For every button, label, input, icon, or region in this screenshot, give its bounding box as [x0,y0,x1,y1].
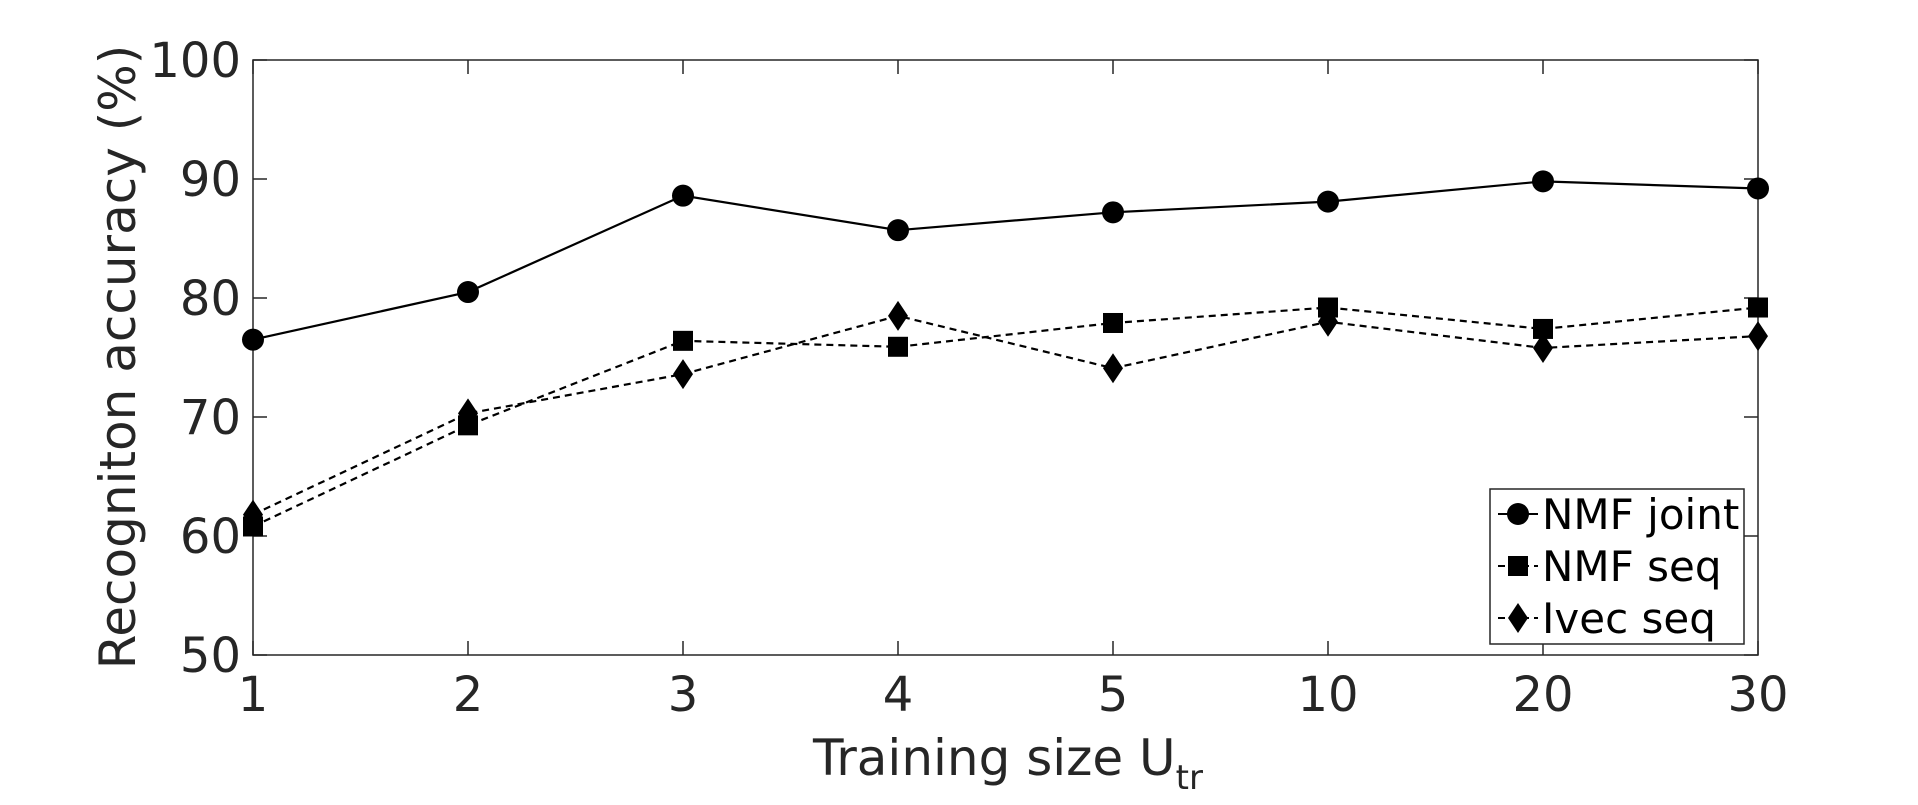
data-point-ivec-seq [458,398,478,429]
legend-label: Ivec seq [1542,594,1716,643]
data-point-ivec-seq [1318,306,1338,337]
data-point-nmf-seq [888,336,908,357]
data-point-ivec-seq [1748,321,1768,352]
data-point-nmf-seq [1748,297,1768,318]
legend-marker-diamond [1508,603,1528,633]
legend-label: NMF joint [1542,490,1739,539]
data-point-nmf-joint [887,219,909,242]
series-line-nmf-joint [252,180,1759,341]
legend-marker-circle [1507,503,1529,525]
y-tick-label: 60 [180,509,241,565]
x-tick-label: 5 [1098,667,1129,723]
x-tick-label: 20 [1512,667,1573,723]
x-tick-label: 4 [883,667,914,723]
series-line-ivec-seq [252,314,1759,516]
axis-ticks: 1 2 3 4 5 10 20 30 50 60 70 80 90 100 [149,33,1788,723]
legend-marker-square [1508,556,1528,576]
data-point-nmf-joint [1532,170,1554,193]
data-point-ivec-seq [673,359,693,390]
series-nmf-joint [242,170,1769,351]
legend-item-nmf-seq: NMF seq [1498,542,1722,591]
data-point-nmf-joint [242,328,264,351]
data-point-nmf-joint [1317,190,1339,213]
data-point-nmf-seq [673,330,693,351]
y-tick-label: 50 [180,628,241,684]
y-tick-label: 70 [180,390,241,446]
data-point-nmf-joint [672,184,694,207]
data-point-nmf-seq [1103,312,1123,333]
data-point-nmf-seq [1533,318,1553,339]
data-point-ivec-seq [243,499,263,530]
y-tick-label: 100 [149,33,241,89]
data-point-nmf-joint [1747,177,1769,200]
legend-item-nmf-joint: NMF joint [1498,490,1739,539]
x-tick-label: 3 [668,667,699,723]
x-axis-label: Training size Utr [812,729,1203,798]
data-point-ivec-seq [888,300,908,331]
x-tick-label: 30 [1727,667,1788,723]
data-point-ivec-seq [1533,332,1553,363]
legend-label: NMF seq [1542,542,1722,591]
data-point-ivec-seq [1103,353,1123,384]
series-ivec-seq [243,300,1768,530]
y-tick-label: 80 [180,271,241,327]
series-layer [242,170,1769,537]
x-tick-label: 10 [1297,667,1358,723]
x-axis-label-subscript: tr [1176,758,1203,798]
legend-item-ivec-seq: Ivec seq [1498,594,1716,643]
data-point-nmf-joint [1102,201,1124,224]
data-point-nmf-joint [457,281,479,304]
y-tick-label: 90 [180,152,241,208]
x-tick-label: 2 [453,667,484,723]
x-tick-label: 1 [238,667,269,723]
series-line-nmf-seq [252,306,1759,528]
y-axis-label: Recogniton accuracy (%) [89,45,147,669]
x-axis-label-main: Training size U [812,729,1176,787]
